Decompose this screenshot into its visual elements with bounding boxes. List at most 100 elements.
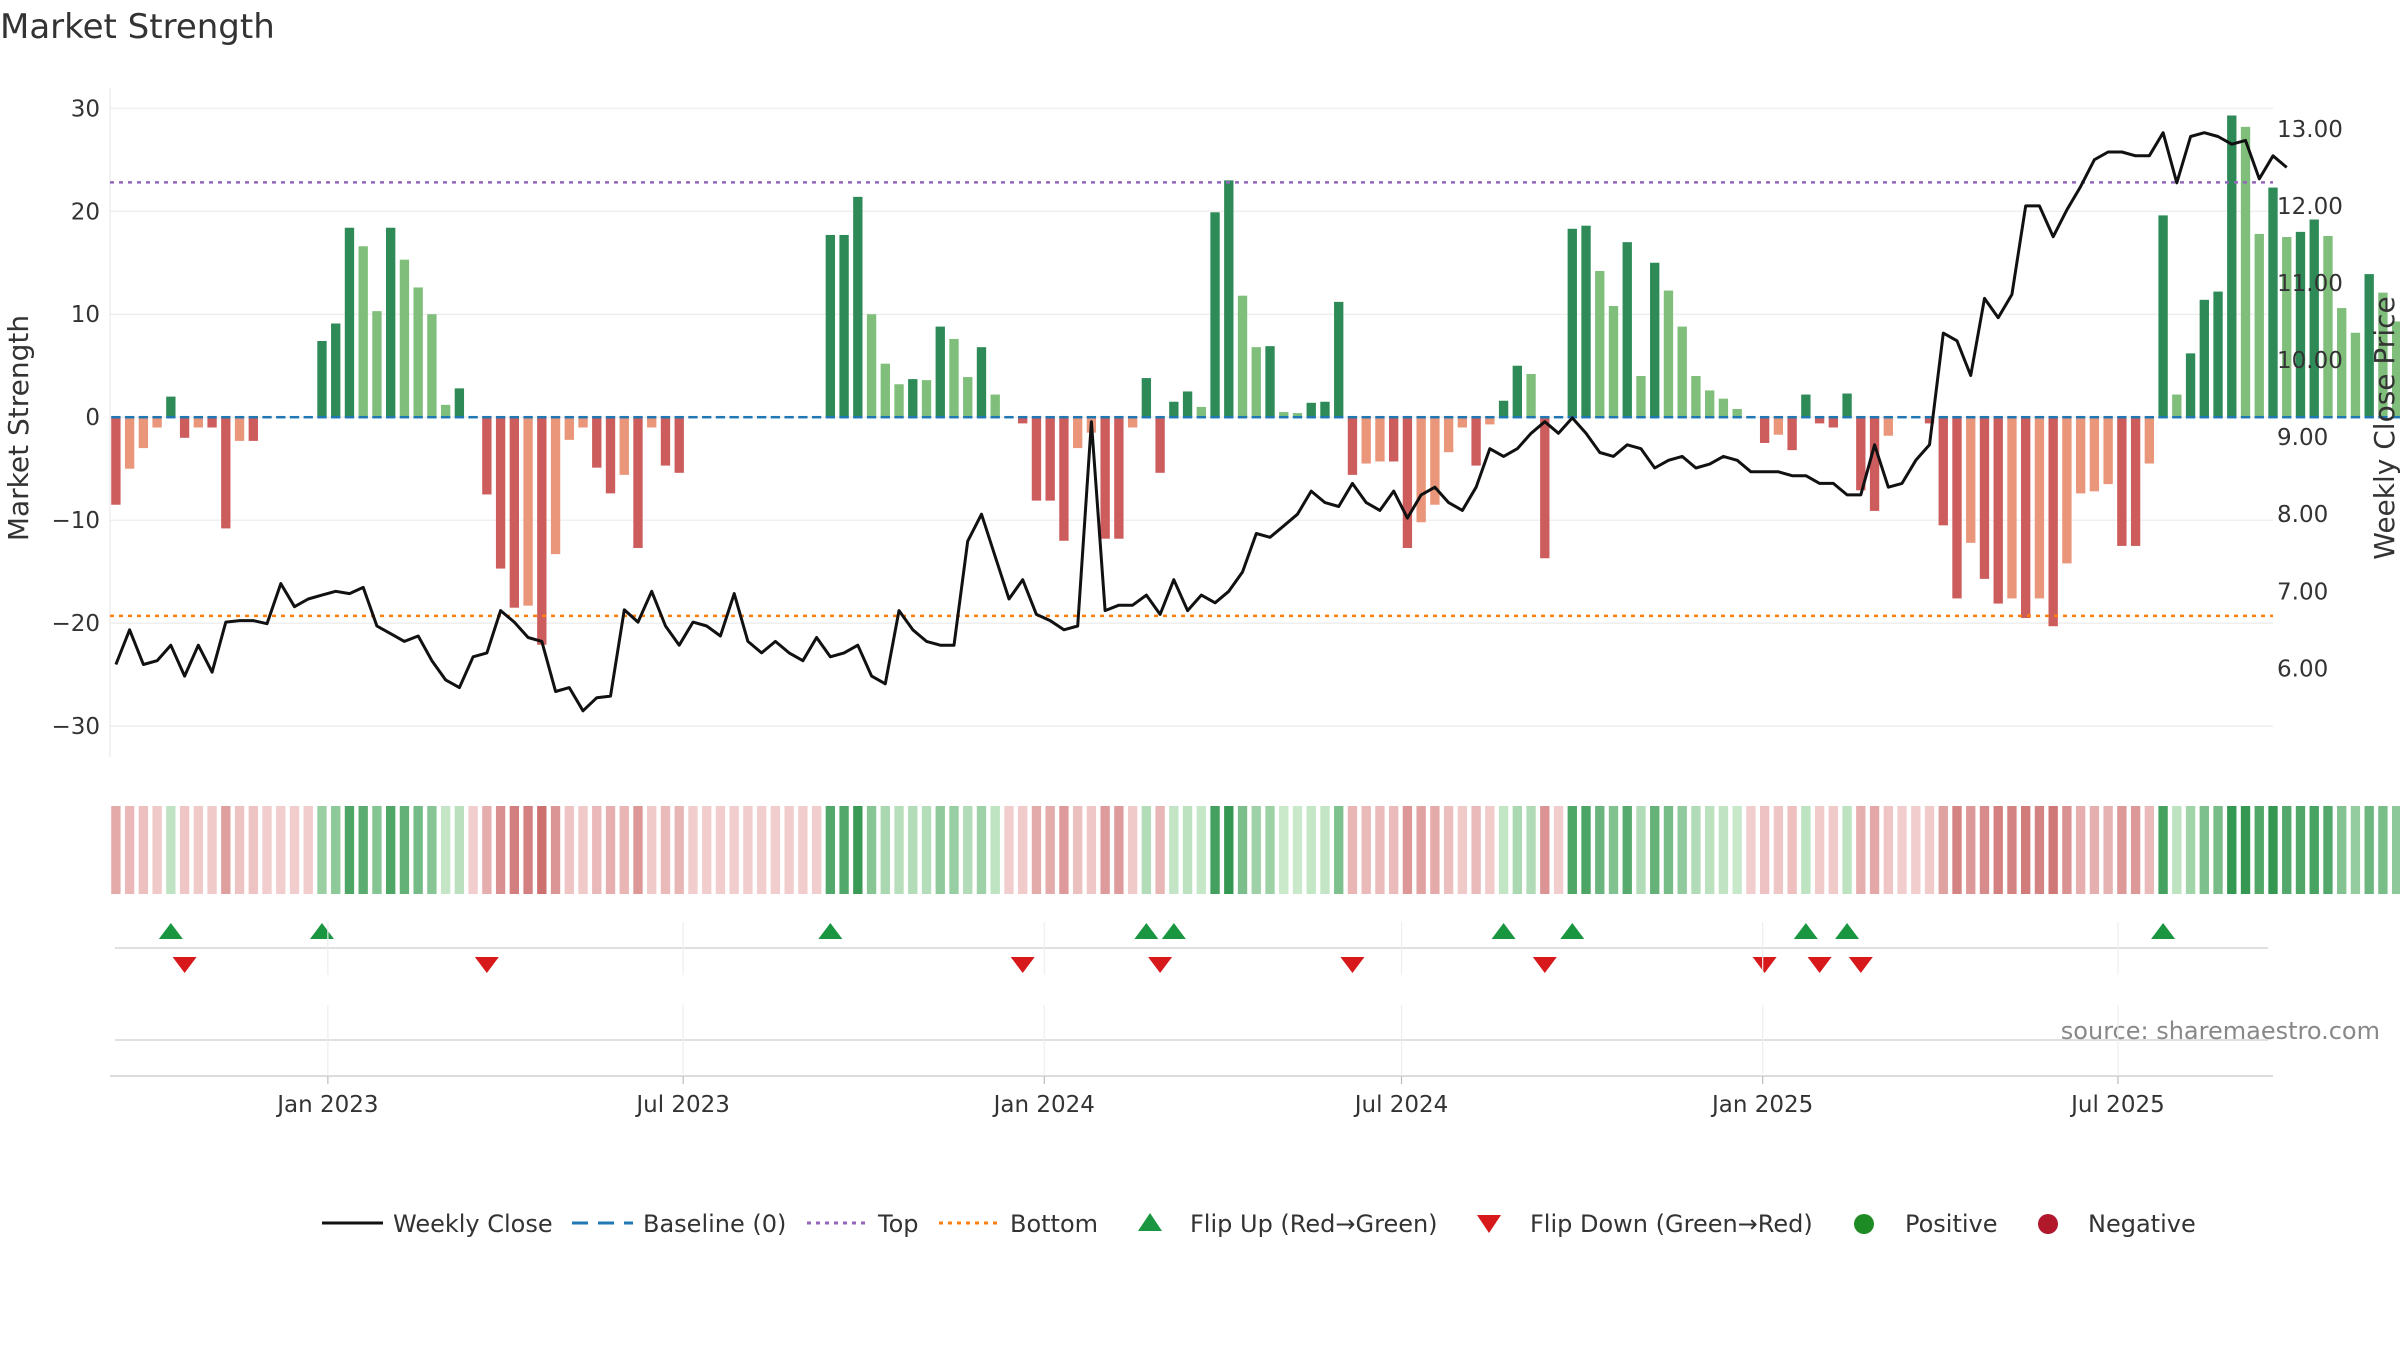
strip-cell [1732, 806, 1742, 894]
strip-cell [798, 806, 808, 894]
strength-bar [2130, 417, 2141, 546]
strip-cell [2282, 806, 2292, 894]
strip-cell [1691, 806, 1701, 894]
strength-bar [908, 379, 918, 418]
strength-bar [2309, 219, 2319, 418]
flip-up-marker [1560, 923, 1585, 939]
strength-bar [454, 388, 465, 418]
strength-bar [1127, 417, 1138, 428]
strip-cell [2254, 806, 2264, 894]
strip-cell [207, 806, 217, 894]
flip-down-marker [1010, 957, 1035, 973]
strength-bar [1320, 401, 1330, 418]
strength-bar [1581, 225, 1591, 418]
strength-bar [193, 417, 203, 428]
strength-bar [1691, 376, 1701, 418]
strip-cell [1842, 806, 1852, 894]
strip-cell [2062, 806, 2072, 894]
strip-cell [2364, 806, 2374, 894]
strength-bar [1650, 262, 1660, 418]
strength-bar [248, 417, 258, 441]
gridlines [109, 88, 2273, 757]
strength-bar [2227, 115, 2237, 418]
strip-cell [166, 806, 176, 894]
strength-bar [482, 417, 492, 495]
strip-cell [234, 806, 245, 894]
strip-cell [660, 806, 671, 894]
y2-tick-label: 13.00 [2277, 117, 2343, 143]
strip-cell [908, 806, 918, 894]
strip-cell [1182, 806, 1193, 894]
legend-flip-up: Flip Up (Red→Green) [1138, 1210, 1438, 1238]
strip-cell [413, 806, 423, 894]
strip-cell [1897, 806, 1907, 894]
strip-cell [770, 806, 781, 894]
strength-bars [111, 115, 2400, 645]
strength-bar [1169, 401, 1179, 418]
legend-flip-up-label: Flip Up (Red→Green) [1190, 1210, 1438, 1238]
strip-cell [756, 806, 767, 894]
strength-bar [674, 417, 684, 473]
strip-cell [894, 806, 904, 894]
flip-down-marker [1148, 957, 1173, 973]
strip-cell [193, 806, 203, 894]
strip-cell [331, 806, 341, 894]
strength-bar [221, 417, 231, 529]
strength-bar [2295, 231, 2306, 418]
strip-cell [935, 806, 945, 894]
source-label: source: sharemaestro.com [2061, 1017, 2380, 1045]
y-tick-label: −10 [51, 508, 100, 534]
strength-bar [2172, 394, 2182, 418]
strength-bar [1526, 373, 1536, 418]
strip-cell [1814, 806, 1825, 894]
strip-cell [1718, 806, 1729, 894]
strip-cell [2034, 806, 2045, 894]
strength-bar [2337, 308, 2347, 418]
strength-bar [1059, 417, 1069, 541]
strength-bar [1375, 417, 1385, 462]
strip-cell [1663, 806, 1674, 894]
strip-cell [715, 806, 726, 894]
strength-bar [2048, 417, 2058, 627]
y2-tick-label: 6.00 [2277, 656, 2328, 682]
strength-bar [1334, 301, 1344, 418]
strength-bar [2062, 417, 2072, 564]
strip-cell [1004, 806, 1014, 894]
strip-cell [963, 806, 973, 894]
strip-cell [1856, 806, 1866, 894]
strip-cell [1031, 806, 1042, 894]
strip-cell [2268, 806, 2278, 894]
strip-cell [1388, 806, 1399, 894]
flip-markers-panel [115, 923, 2268, 973]
strength-bar [1498, 400, 1509, 418]
strength-bar [1856, 417, 1866, 491]
strip-cell [1402, 806, 1413, 894]
strip-cell [1457, 806, 1468, 894]
strength-bar [1705, 390, 1715, 418]
strip-cell [468, 806, 478, 894]
strip-cell [1059, 806, 1069, 894]
strength-bar [399, 259, 410, 418]
x-tick-label: Jan 2023 [275, 1092, 378, 1118]
strip-cell [124, 806, 135, 894]
strip-cell [1375, 806, 1385, 894]
strip-cell [990, 806, 1000, 894]
legend-negative-label: Negative [2088, 1210, 2196, 1238]
strip-cell [1608, 806, 1619, 894]
strip-cell [853, 806, 863, 894]
strength-bar [234, 417, 245, 441]
strip-cell [1540, 806, 1550, 894]
strip-cell [564, 806, 574, 894]
strength-bar [1361, 417, 1371, 464]
strip-cell [1553, 806, 1564, 894]
strip-cell [454, 806, 465, 894]
strip-cell [358, 806, 368, 894]
strength-bar [935, 326, 945, 418]
strength-bar [1402, 417, 1413, 548]
strip-cell [1595, 806, 1605, 894]
flip-down-marker [474, 957, 499, 973]
strip-cell [303, 806, 313, 894]
strength-bar [866, 314, 877, 418]
strength-bar [427, 314, 437, 418]
strength-bar [605, 417, 616, 494]
